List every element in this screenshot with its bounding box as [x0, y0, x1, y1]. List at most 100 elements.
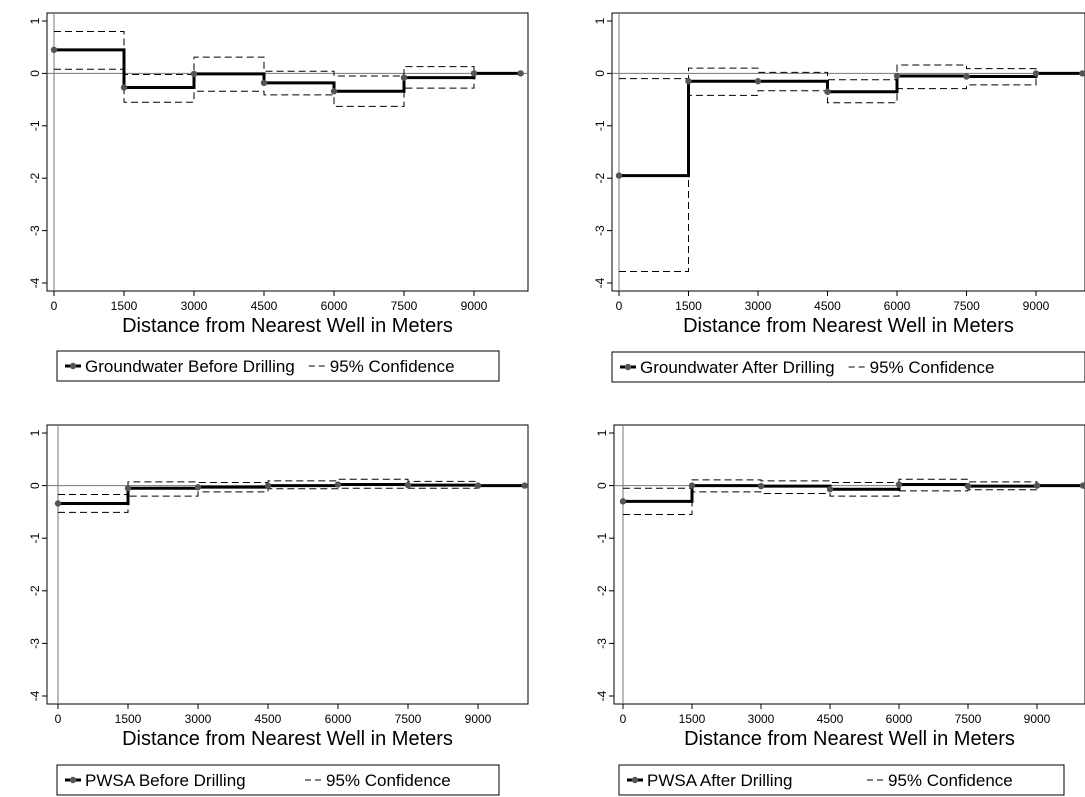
estimate-point	[826, 486, 834, 493]
estimate-point	[685, 78, 692, 85]
chart-panel-1: -4 -3 -2 -1 0 1 0 1500 3000 4500 6000 7500 9000 Dista…	[28, 12, 529, 382]
y-tick-label: -1	[593, 120, 607, 131]
plot-frame	[46, 424, 529, 705]
x-tick-label: 1500	[115, 712, 142, 726]
y-tick-label: -1	[595, 533, 609, 544]
y-tick-label: -2	[593, 173, 607, 184]
x-axis-title: Distance from Nearest Well in Meters	[122, 315, 453, 337]
estimate-point	[963, 73, 970, 80]
x-tick-label: 4500	[817, 712, 844, 726]
x-tick-label: 6000	[884, 299, 911, 313]
legend-estimate-marker	[69, 776, 77, 784]
confidence-upper-line	[619, 64, 1083, 81]
estimate-point	[521, 482, 528, 489]
legend-estimate-label: PWSA Before Drilling	[85, 771, 246, 790]
estimate-point	[895, 481, 903, 488]
legend-box	[611, 351, 1085, 383]
estimate-line	[619, 71, 1083, 178]
y-tick-label: -3	[28, 225, 42, 236]
estimate-point	[264, 482, 272, 489]
x-axis-title: Distance from Nearest Well in Meters	[683, 315, 1014, 337]
x-tick-label: 9000	[461, 299, 488, 313]
x-tick-label: 6000	[325, 712, 352, 726]
legend-box	[618, 764, 1065, 796]
x-tick-label: 9000	[465, 712, 492, 726]
plot-frame	[46, 12, 529, 292]
estimate-point	[474, 482, 482, 489]
estimate-point	[824, 88, 831, 95]
estimate-point	[190, 70, 198, 78]
y-tick-label: 0	[28, 70, 42, 77]
y-tick-label: -2	[28, 585, 42, 596]
x-tick-label: 7500	[953, 299, 980, 313]
y-tick-label: 1	[28, 17, 42, 24]
x-tick-label: 0	[616, 299, 623, 313]
legend: PWSA After Drilling 95% Confidence	[618, 764, 1065, 796]
y-tick-label: 0	[593, 70, 607, 77]
legend: PWSA Before Drilling 95% Confidence	[56, 764, 500, 796]
chart-panel-4: -4 -3 -2 -1 0 1 0 1500 3000 4500 6000 7500 9000 Dista…	[595, 424, 1085, 796]
x-tick-label: 6000	[886, 712, 913, 726]
x-tick-label: 4500	[251, 299, 278, 313]
x-tick-label: 7500	[395, 712, 422, 726]
x-tick-label: 0	[620, 712, 627, 726]
legend-confidence-label: 95% Confidence	[888, 771, 1013, 790]
legend-estimate-label: PWSA After Drilling	[647, 771, 793, 790]
plot-frame	[613, 424, 1085, 705]
estimate-point	[893, 72, 901, 80]
x-tick-label: 3000	[181, 299, 208, 313]
estimate-point	[964, 482, 972, 490]
x-tick-label: 7500	[955, 712, 982, 726]
y-tick-label: -1	[28, 533, 42, 544]
x-tick-label: 4500	[814, 299, 841, 313]
x-tick-label: 0	[55, 712, 62, 726]
confidence-lower-line	[623, 485, 1083, 516]
x-tick-label: 6000	[321, 299, 348, 313]
y-tick-label: -4	[28, 690, 42, 701]
chart-panel-3: -4 -3 -2 -1 0 1 0 1500 3000 4500 6000 7500 9000 Dista…	[28, 424, 529, 796]
estimate-point	[757, 482, 765, 490]
y-tick-label: -3	[593, 225, 607, 236]
x-tick-label: 4500	[255, 712, 282, 726]
x-axis-title: Distance from Nearest Well in Meters	[122, 728, 453, 750]
y-tick-label: -4	[28, 277, 42, 288]
x-tick-label: 0	[51, 299, 58, 313]
estimate-point	[688, 482, 696, 489]
legend-estimate-label: Groundwater After Drilling	[640, 358, 835, 377]
legend-confidence-label: 95% Confidence	[330, 357, 455, 376]
x-tick-label: 1500	[675, 299, 702, 313]
x-tick-label: 3000	[745, 299, 772, 313]
estimate-point	[615, 172, 623, 179]
estimate-point	[1079, 482, 1085, 489]
x-tick-label: 1500	[679, 712, 706, 726]
estimate-point	[330, 88, 338, 95]
y-tick-label: -2	[28, 173, 42, 184]
legend-estimate-label: Groundwater Before Drilling	[85, 357, 295, 376]
legend: Groundwater Before Drilling 95% Confidenc…	[56, 350, 500, 382]
y-tick-label: 0	[595, 482, 609, 489]
estimate-point	[50, 46, 58, 54]
estimate-line	[58, 483, 525, 505]
x-tick-label: 3000	[185, 712, 212, 726]
estimate-point	[260, 79, 268, 87]
plot-frame	[611, 12, 1085, 292]
confidence-lower-line	[619, 72, 1083, 272]
y-tick-label: 1	[595, 429, 609, 436]
x-axis-title: Distance from Nearest Well in Meters	[684, 728, 1015, 750]
estimate-line	[623, 483, 1083, 503]
estimate-point	[194, 483, 202, 491]
estimate-point	[54, 500, 62, 507]
estimate-point	[754, 78, 762, 85]
legend-estimate-marker	[624, 363, 632, 371]
estimate-point	[517, 70, 524, 77]
estimate-line	[54, 48, 521, 93]
estimate-point	[404, 481, 412, 489]
y-tick-label: -4	[593, 277, 607, 288]
estimate-point	[400, 74, 408, 81]
estimate-point	[124, 485, 132, 492]
legend-estimate-marker	[69, 362, 77, 370]
y-tick-label: 0	[28, 482, 42, 489]
confidence-upper-line	[623, 478, 1083, 489]
y-tick-label: -2	[595, 585, 609, 596]
